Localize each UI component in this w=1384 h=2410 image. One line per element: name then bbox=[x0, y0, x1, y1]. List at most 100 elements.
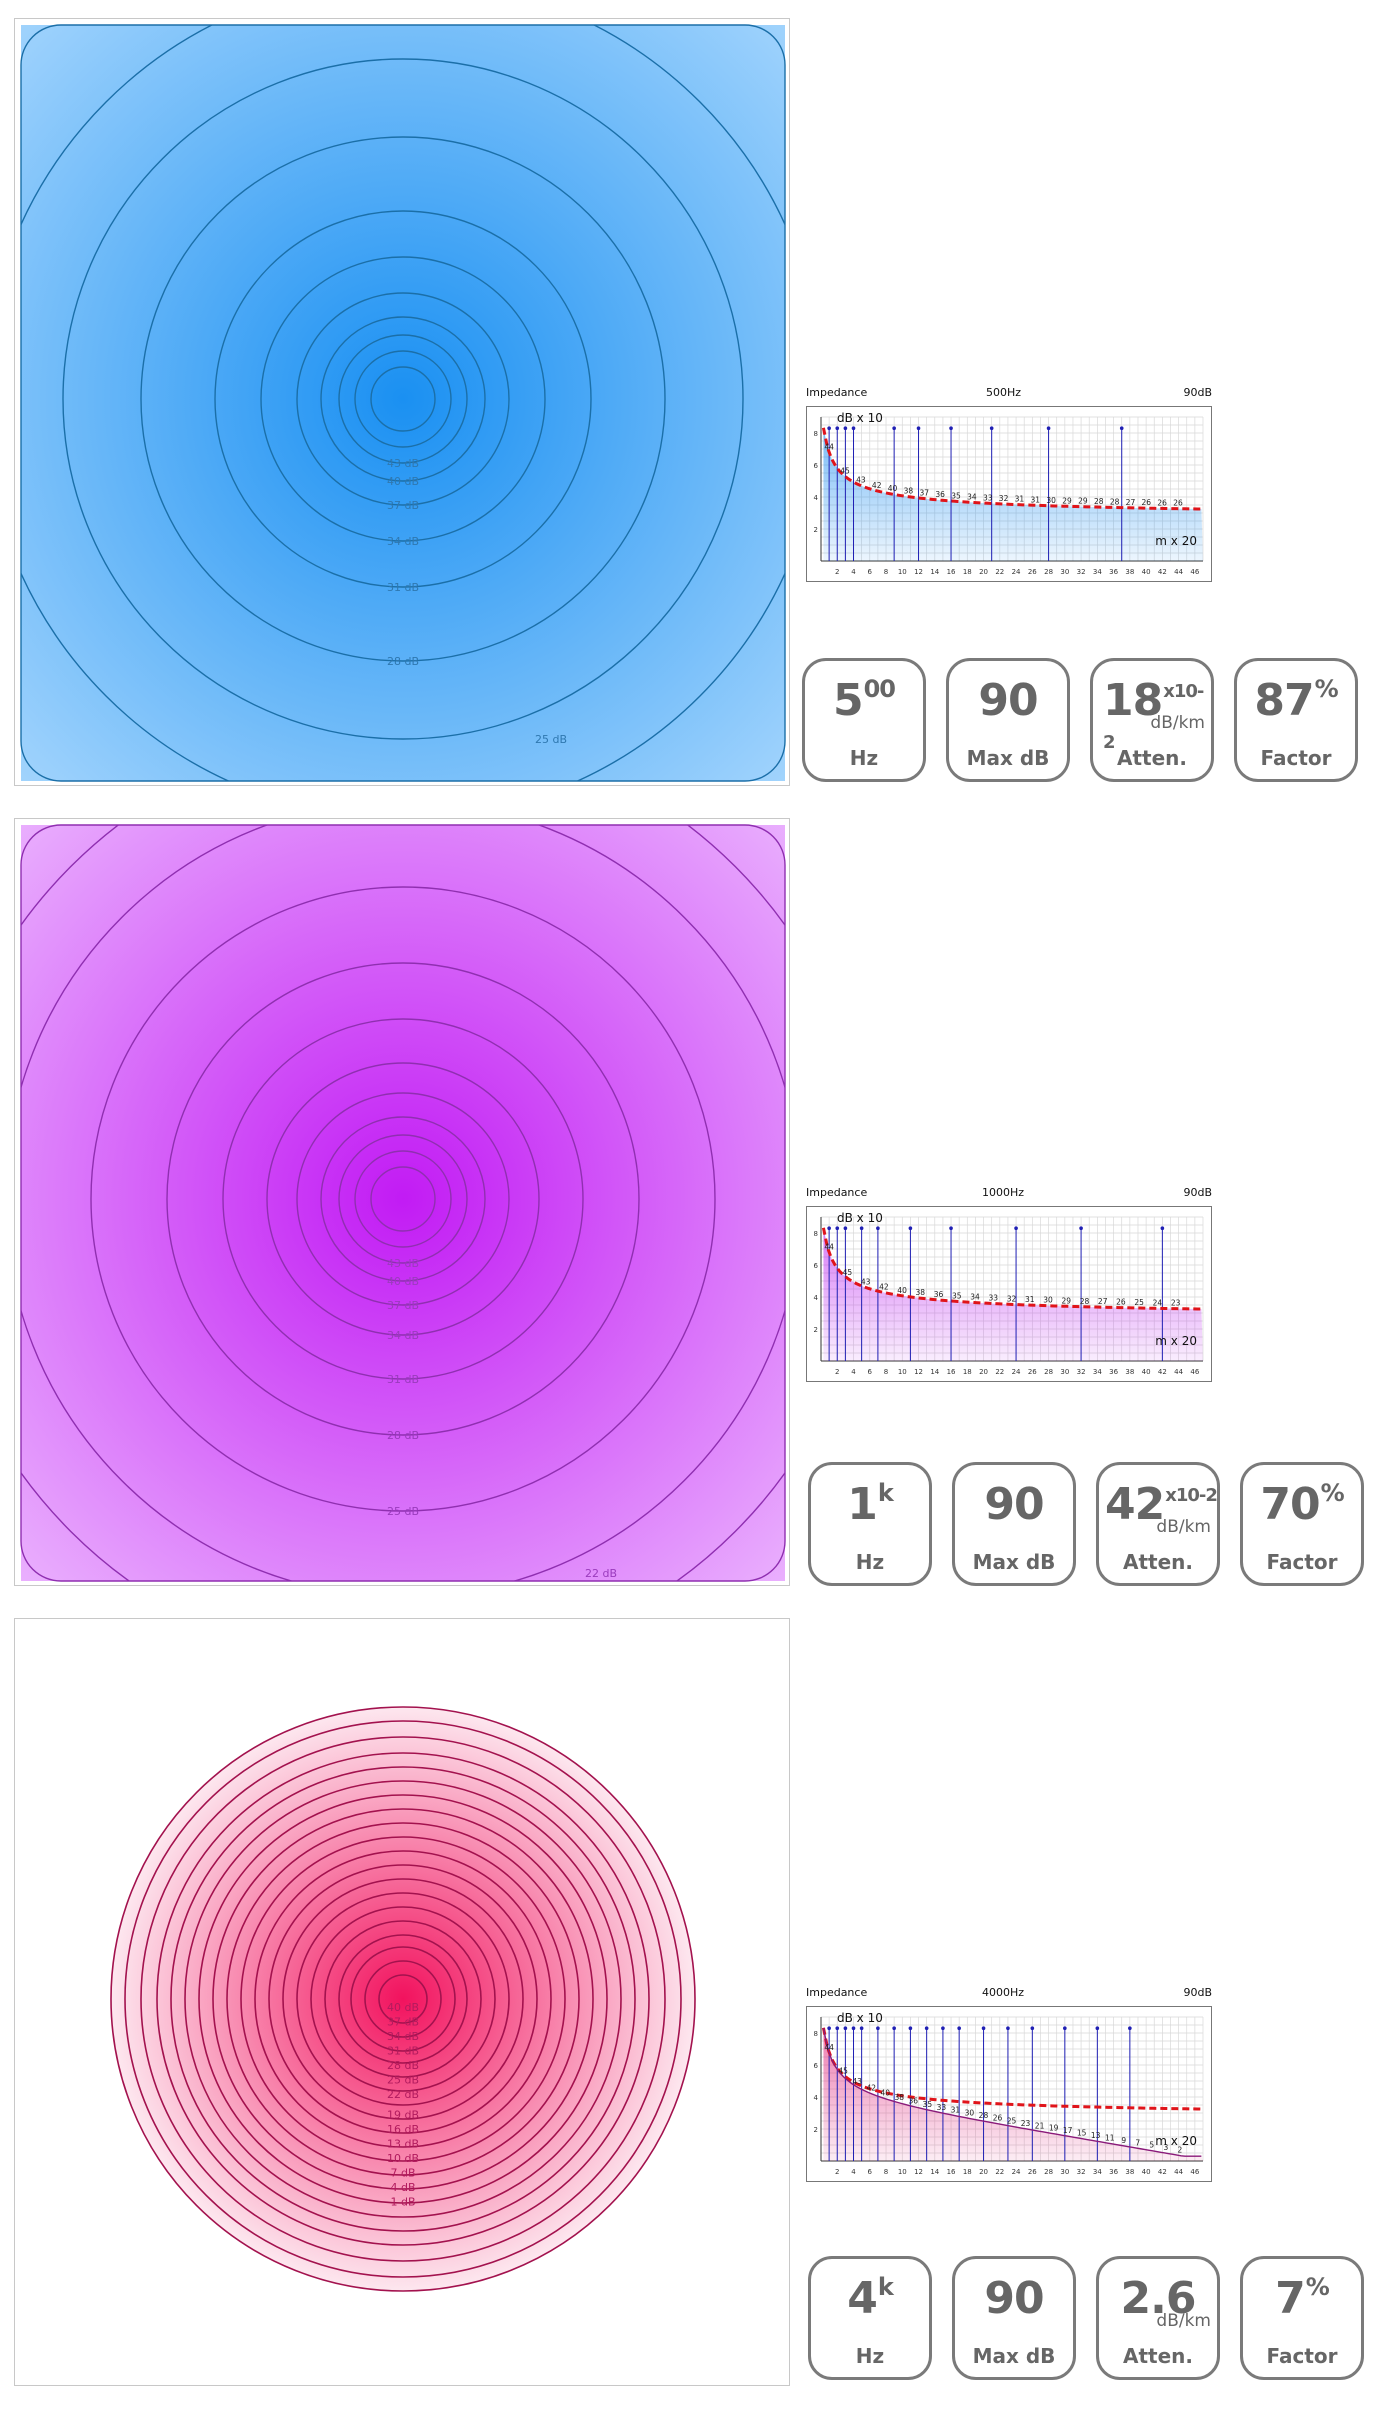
contour-label: 43 dB bbox=[387, 1257, 419, 1270]
curve-label: 44 bbox=[824, 443, 834, 452]
x-tick-label: 14 bbox=[930, 1368, 939, 1376]
frequency-value: 500 bbox=[832, 675, 896, 726]
x-axis-label: m x 20 bbox=[1155, 1334, 1197, 1348]
curve-label: 11 bbox=[1105, 2133, 1115, 2142]
x-tick-label: 2 bbox=[835, 1368, 839, 1376]
curve-label: 44 bbox=[824, 2043, 834, 2052]
x-tick-label: 8 bbox=[884, 1368, 888, 1376]
x-tick-label: 2 bbox=[835, 2168, 839, 2176]
attenuation-caption: Atten. bbox=[1117, 746, 1187, 770]
contour-label: 40 dB bbox=[387, 2001, 419, 2014]
contour-label: 28 dB bbox=[387, 2059, 419, 2072]
impulse-point bbox=[1160, 1226, 1165, 1230]
x-tick-label: 14 bbox=[930, 2168, 939, 2176]
impulse-point bbox=[827, 2026, 831, 2030]
impulse-point bbox=[843, 2026, 848, 2030]
contour-label: 43 dB bbox=[387, 457, 419, 470]
contour-label: 22 dB bbox=[387, 2088, 419, 2101]
curve-label: 28 bbox=[979, 2111, 989, 2120]
x-tick-label: 12 bbox=[914, 2168, 923, 2176]
contour-boundary bbox=[20, 24, 786, 782]
curve-label: 30 bbox=[1043, 1296, 1053, 1305]
contour-fill bbox=[21, 25, 785, 781]
factor-value: 87% bbox=[1254, 675, 1338, 726]
curve-label: 33 bbox=[983, 493, 993, 502]
curve-label: 42 bbox=[872, 481, 882, 490]
curve-label: 35 bbox=[952, 1291, 962, 1300]
curve-label: 23 bbox=[1021, 2119, 1031, 2128]
contour-line bbox=[212, 1808, 594, 2190]
x-tick-label: 32 bbox=[1077, 2168, 1086, 2176]
contour-label: 40 dB bbox=[387, 1275, 419, 1288]
attenuation-unit: dB/km bbox=[1156, 1517, 1211, 1537]
y-tick-label: 4 bbox=[814, 494, 819, 502]
contour-line bbox=[90, 886, 716, 1512]
y-tick-label: 2 bbox=[814, 526, 818, 534]
x-tick-label: 26 bbox=[1028, 1368, 1037, 1376]
factor-value: 70% bbox=[1260, 1479, 1344, 1530]
impulse-point bbox=[843, 426, 848, 430]
x-tick-label: 20 bbox=[979, 1368, 988, 1376]
factor-badge: 70% Factor bbox=[1240, 1462, 1364, 1586]
x-tick-label: 40 bbox=[1142, 1368, 1151, 1376]
impedance-frequency: 4000Hz bbox=[982, 1986, 1025, 1999]
y-tick-label: 8 bbox=[814, 430, 818, 438]
impedance-header: Impedance 1000Hz 90dB bbox=[806, 1186, 1212, 1202]
curve-label: 23 bbox=[1171, 1299, 1181, 1308]
curve-label: 25 bbox=[1007, 2116, 1017, 2125]
contour-line bbox=[370, 366, 436, 432]
impulse-point bbox=[1006, 2026, 1010, 2030]
curve-label: 45 bbox=[838, 2066, 848, 2075]
x-tick-label: 38 bbox=[1125, 1368, 1134, 1376]
curve-label: 38 bbox=[904, 487, 914, 496]
max-db-caption: Max dB bbox=[966, 746, 1050, 770]
x-tick-label: 26 bbox=[1028, 2168, 1037, 2176]
impulse-point bbox=[876, 2026, 880, 2030]
contour-line bbox=[226, 1822, 580, 2176]
contour-label: 28 dB bbox=[387, 1429, 419, 1442]
factor-badge: 7% Factor bbox=[1240, 2256, 1364, 2380]
y-tick-label: 8 bbox=[814, 2030, 818, 2038]
contour-line bbox=[370, 1166, 436, 1232]
sound-contour-map: 43 dB 40 dB 37 dB 34 dB 31 dB 28 dB 25 dB 22 dB bbox=[14, 818, 790, 1586]
x-tick-label: 28 bbox=[1044, 2168, 1053, 2176]
curve-label: 45 bbox=[840, 466, 850, 475]
contour-label: 1 dB bbox=[390, 2196, 415, 2209]
curve-label: 43 bbox=[856, 476, 866, 485]
x-tick-label: 44 bbox=[1174, 2168, 1183, 2176]
curve-label: 40 bbox=[897, 1286, 907, 1295]
impulse-point bbox=[1046, 426, 1051, 430]
curve-label: 34 bbox=[967, 492, 977, 501]
contour-label: 25 dB bbox=[387, 2074, 419, 2087]
contour-label: 31 dB bbox=[387, 581, 419, 594]
curve-label: 31 bbox=[951, 2106, 961, 2115]
contour-label: 40 dB bbox=[387, 475, 419, 488]
y-tick-label: 4 bbox=[814, 2094, 819, 2102]
impulse-point bbox=[1079, 1226, 1083, 1230]
x-tick-label: 32 bbox=[1077, 1368, 1086, 1376]
curve-label: 25 bbox=[1134, 1298, 1144, 1307]
y-tick-label: 6 bbox=[814, 462, 819, 470]
curve-label: 35 bbox=[951, 491, 961, 500]
contour-line bbox=[320, 316, 486, 482]
x-tick-label: 26 bbox=[1028, 568, 1037, 576]
curve-label: 26 bbox=[1116, 1298, 1126, 1307]
impulse-point bbox=[1030, 2026, 1035, 2030]
contour-line bbox=[296, 1092, 510, 1306]
sound-contour-map: 43 dB 40 dB 37 dB 34 dB 31 dB 28 dB 25 dB bbox=[14, 18, 790, 786]
impedance-curve bbox=[822, 2027, 1202, 2157]
contour-line bbox=[62, 58, 744, 740]
impulse-point bbox=[949, 426, 953, 430]
impulse-point bbox=[827, 426, 831, 430]
x-tick-label: 22 bbox=[995, 2168, 1004, 2176]
curve-label: 40 bbox=[888, 484, 898, 493]
contour-label: 10 dB bbox=[387, 2152, 419, 2165]
contour-line bbox=[260, 256, 546, 542]
curve-label: 33 bbox=[989, 1294, 999, 1303]
curve-label: 27 bbox=[1098, 1297, 1108, 1306]
attenuation-unit: dB/km bbox=[1156, 2311, 1211, 2331]
x-tick-label: 16 bbox=[947, 568, 956, 576]
impulse-point bbox=[827, 1226, 831, 1230]
curve-label: 27 bbox=[1126, 498, 1136, 507]
x-tick-label: 12 bbox=[914, 568, 923, 576]
